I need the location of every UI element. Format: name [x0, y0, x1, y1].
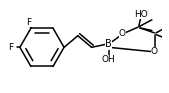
Text: OH: OH: [102, 55, 115, 64]
Text: O: O: [151, 47, 158, 56]
Text: F: F: [26, 18, 31, 27]
Text: O: O: [119, 29, 126, 38]
Text: B: B: [105, 39, 112, 49]
Text: F: F: [9, 43, 14, 52]
Text: HO: HO: [134, 10, 148, 19]
